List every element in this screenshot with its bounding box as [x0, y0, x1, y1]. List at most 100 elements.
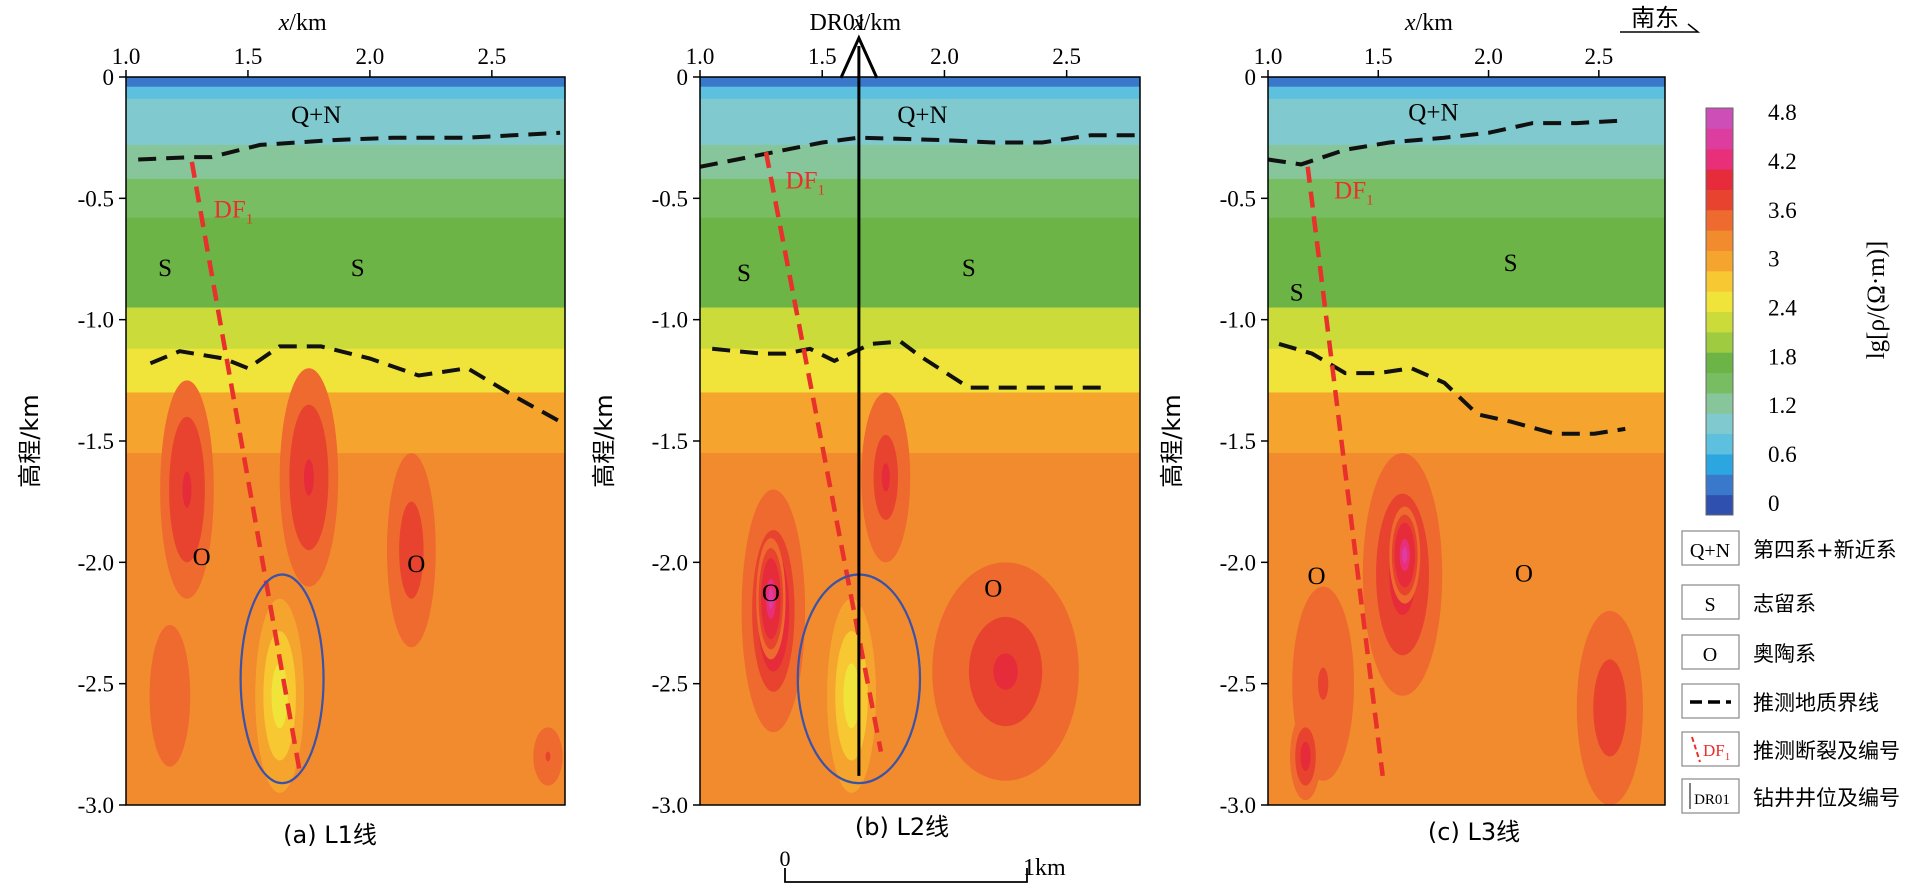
legend-item: O 奥陶系: [1681, 634, 1816, 670]
resistivity-band: [700, 178, 1140, 219]
x-tick-label: 2.5: [1052, 44, 1081, 69]
scale-bar: 0 1km: [780, 846, 1066, 883]
colorbar-swatch: [1706, 352, 1733, 374]
legend-swatch: [1681, 778, 1740, 814]
legend-label: 钻井井位及编号: [1753, 786, 1900, 810]
formation-label: Q+N: [897, 102, 947, 129]
resistivity-band: [1268, 348, 1665, 393]
formation-label: S: [737, 260, 751, 287]
y-tick-label: -2.0: [78, 550, 114, 575]
x-tick-label: 2.0: [930, 44, 959, 69]
fault-line: [763, 151, 884, 753]
formation-label: Q+N: [1408, 100, 1458, 127]
resistivity-band: [700, 217, 1140, 309]
colorbar-tick-label: 3.6: [1768, 198, 1797, 223]
legend-swatch: [1681, 530, 1740, 566]
x-tick-label: 1.5: [808, 44, 837, 69]
fault-label: DF1: [214, 197, 253, 228]
resistivity-band: [700, 86, 1140, 100]
colorbar-swatch: [1706, 169, 1733, 190]
colorbar-swatch: [1706, 453, 1733, 475]
compass-label: 南东: [1631, 4, 1679, 32]
fault-line: [189, 161, 302, 769]
legend-symbol: O: [1703, 644, 1717, 666]
resistivity-band: [126, 86, 565, 100]
resistivity-anomaly: [1604, 691, 1616, 725]
scale-bar-line: [784, 868, 1028, 883]
scale-label-start: 0: [780, 846, 791, 871]
resistivity-anomaly: [881, 463, 890, 492]
resistivity-anomaly: [275, 679, 284, 712]
colorbar-swatch: [1706, 270, 1733, 292]
legend-symbol: DR01: [1694, 792, 1730, 808]
heatmap-area: [126, 77, 565, 805]
y-tick-label: -2.0: [1220, 550, 1256, 575]
colorbar-tick-label: 4.2: [1768, 149, 1797, 174]
y-tick-label: -3.0: [78, 793, 114, 818]
formation-label: S: [351, 255, 365, 282]
resistivity-band: [1268, 86, 1665, 100]
panel-2: 1.0 1.5 2.0 2.5 0 -0.5 -1.0 -1.5 -2.0 -2.5 -3.0 x/k…: [590, 10, 1141, 841]
y-tick-label: -1.0: [652, 308, 688, 333]
resistivity-band: [126, 144, 565, 180]
formation-label: S: [158, 255, 172, 282]
formation-label: O: [1307, 563, 1325, 590]
resistivity-anomaly: [182, 471, 192, 508]
x-tick-label: 1.0: [686, 44, 715, 69]
resistivity-band: [126, 77, 565, 88]
y-axis-label: 高程/km: [16, 394, 44, 487]
panel-caption: (a) L1线: [283, 821, 377, 849]
x-axis-label: x/km: [1404, 10, 1453, 36]
well-label: DR01: [810, 10, 867, 36]
legend-label: 第四系+新近系: [1753, 538, 1897, 562]
resistivity-band: [1268, 77, 1665, 88]
legend-label: 奥陶系: [1753, 642, 1816, 666]
geologic-boundary: [138, 130, 561, 162]
colorbar-tick-label: 3: [1768, 247, 1780, 272]
formation-label: O: [407, 551, 425, 578]
resistivity-band: [126, 562, 565, 805]
resistivity-band: [700, 98, 1140, 119]
resistivity-anomaly: [768, 588, 774, 609]
scale-label-end: 1km: [1023, 855, 1066, 881]
legend-label: 推测断裂及编号: [1753, 739, 1900, 763]
formation-label: S: [1290, 279, 1304, 306]
y-tick-label: -3.0: [652, 793, 688, 818]
legend-symbol: S: [1704, 594, 1715, 616]
colorbar-tick-label: 2.4: [1768, 295, 1797, 320]
colorbar-swatch: [1706, 291, 1733, 312]
resistivity-anomaly: [165, 681, 174, 710]
colorbar-tick-label: 4.8: [1768, 100, 1797, 125]
panel-3: 1.0 1.5 2.0 2.5 0 -0.5 -1.0 -1.5 -2.0 -2.5 -3.0 x/k…: [1158, 10, 1666, 846]
x-tick-label: 1.5: [1364, 44, 1393, 69]
colorbar-frame: [1705, 107, 1734, 516]
resistivity-band: [126, 348, 565, 393]
heatmap-area: [700, 77, 1140, 805]
legend-swatch: [1681, 584, 1740, 620]
colorbar-swatch: [1706, 189, 1733, 211]
resistivity-band: [700, 118, 1140, 146]
colorbar-swatch: [1706, 230, 1733, 251]
y-tick-label: -2.0: [652, 550, 688, 575]
y-tick-label: -2.5: [652, 672, 688, 697]
x-tick-label: 2.0: [356, 44, 385, 69]
resistivity-band: [1268, 98, 1665, 119]
legend-symbol: Q+N: [1690, 540, 1730, 562]
x-tick-label: 2.5: [1584, 44, 1613, 69]
y-tick-label: -0.5: [652, 186, 688, 211]
x-tick-label: 2.0: [1474, 44, 1503, 69]
formation-label: S: [962, 255, 976, 282]
well-arrow-icon: [839, 34, 879, 79]
colorbar-swatch: [1706, 494, 1733, 516]
colorbar-swatch: [1706, 372, 1733, 394]
panel-caption: (b) L2线: [855, 813, 949, 841]
resistivity-band: [126, 217, 565, 309]
resistivity-band: [126, 307, 565, 350]
colorbar-tick-label: 1.2: [1768, 393, 1797, 418]
x-axis-label: x/km: [852, 10, 901, 36]
legend-item: S 志留系: [1681, 584, 1816, 620]
fault-icon: [1691, 736, 1701, 763]
resistivity-anomaly: [407, 534, 416, 567]
resistivity-band: [1268, 217, 1665, 309]
